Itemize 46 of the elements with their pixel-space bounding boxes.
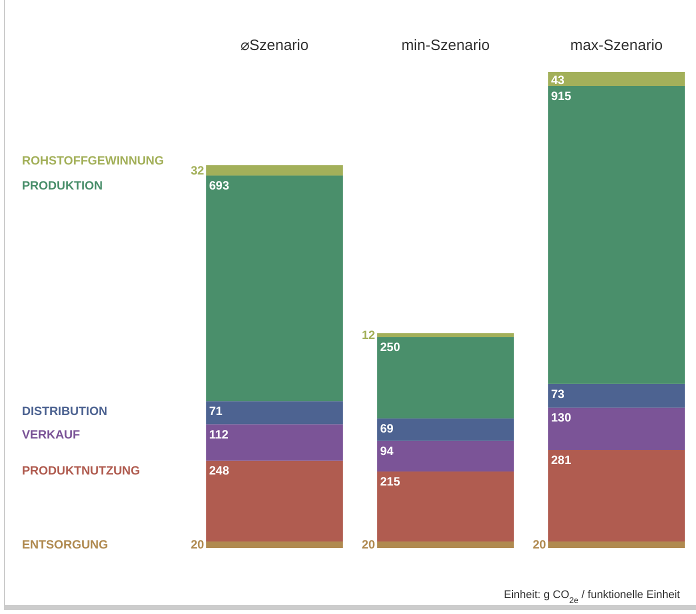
- bar: [377, 440, 514, 472]
- data-label: 20: [190, 538, 204, 552]
- bar: [206, 165, 343, 176]
- text: PRODUKTNUTZUNG: [22, 464, 140, 478]
- bar: [548, 450, 685, 542]
- bar: [206, 541, 343, 548]
- bar: [206, 424, 343, 461]
- data-label: 43: [551, 73, 565, 87]
- bar: [548, 72, 685, 86]
- data-label: 130: [551, 410, 572, 425]
- bar: [548, 541, 685, 548]
- bar: [377, 541, 514, 548]
- text: ROHSTOFFGEWINNUNG: [22, 153, 164, 168]
- text: ENTSORGUNG: [22, 538, 108, 552]
- data-label: 32: [190, 163, 204, 178]
- text: Einheit: g CO$_{2e}$ / funktionelle Einheit: [504, 589, 680, 604]
- x-tick-label: min-Szenario: [401, 37, 490, 54]
- text: PRODUKTION: [22, 178, 103, 193]
- data-label: 69: [380, 421, 394, 436]
- data-label: 71: [209, 404, 223, 418]
- bar: [377, 333, 514, 338]
- x-tick-label: ⌀Szenario: [240, 37, 309, 54]
- data-label: 94: [380, 444, 394, 458]
- bar: [206, 460, 343, 542]
- data-label: 281: [551, 453, 572, 467]
- data-label: 20: [532, 538, 546, 552]
- data-label: 73: [551, 386, 565, 401]
- bar: [206, 176, 343, 402]
- bar: [377, 471, 514, 542]
- data-label: 915: [551, 89, 572, 103]
- bar: [377, 418, 514, 441]
- bar: [206, 401, 343, 424]
- data-label: 250: [380, 340, 400, 354]
- bar: [548, 384, 685, 408]
- text: DISTRIBUTION: [22, 404, 108, 418]
- bar: [377, 337, 514, 418]
- bar: [548, 86, 685, 384]
- data-label: 215: [380, 474, 400, 488]
- data-label: 693: [209, 178, 230, 193]
- data-label: 20: [362, 538, 376, 552]
- data-label: 12: [362, 328, 376, 342]
- text: VERKAUF: [22, 427, 80, 442]
- x-tick-label: max-Szenario: [570, 37, 663, 54]
- data-label: 248: [209, 464, 230, 478]
- bar: [548, 408, 685, 450]
- data-label: 112: [209, 427, 229, 442]
